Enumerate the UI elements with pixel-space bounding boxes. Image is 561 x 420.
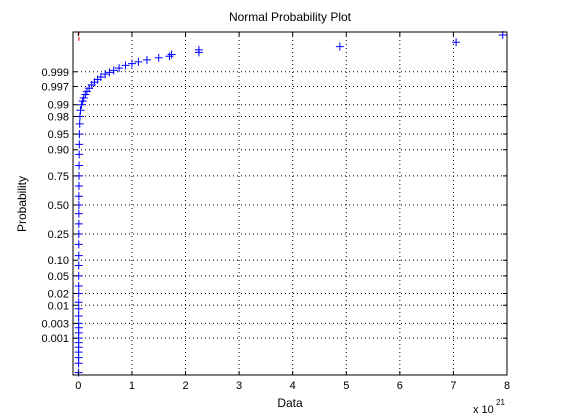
x-tick-label: 0 [75,380,81,392]
x-tick-label: 2 [182,380,188,392]
data-point [74,312,83,321]
data-point [115,64,124,73]
data-point [74,240,83,249]
data-points [74,30,507,377]
data-point [75,112,84,121]
chart-title: Normal Probability Plot [229,10,352,24]
data-point [154,53,163,62]
data-point [74,209,83,218]
x-tick-label: 4 [290,380,296,392]
y-tick-label: 0.10 [48,255,69,267]
x-axis-label: Data [277,396,303,410]
data-point [167,50,176,59]
data-point [75,140,84,149]
data-point [127,59,136,68]
y-tick-label: 0.98 [48,111,69,123]
data-point [452,38,461,47]
y-axis-label: Probability [15,176,29,232]
x-tick-label: 1 [129,380,135,392]
x-tick-label: 6 [397,380,403,392]
data-point [74,219,83,228]
x-tick-label: 3 [236,380,242,392]
y-tick-label: 0.001 [41,333,69,345]
x-tick-label: 8 [504,380,510,392]
data-point [75,161,84,170]
y-tick-label: 0.95 [48,129,69,141]
data-point [77,100,86,109]
data-point [109,66,118,75]
data-point [78,97,87,106]
x-axis-exponent-power: 21 [496,398,505,407]
x-tick-label: 5 [343,380,349,392]
y-tick-label: 0.90 [48,145,69,157]
data-point [74,282,83,291]
y-tick-label: 0.25 [48,229,69,241]
data-point [105,68,114,77]
axes-frame [72,31,508,376]
y-tick-label: 0.75 [48,171,69,183]
plot-area [73,32,507,375]
data-point [335,42,344,51]
data-point [134,57,143,66]
data-point [75,150,84,159]
x-axis-exponent-base: x 10 [473,404,494,416]
data-point [121,61,130,70]
y-tick-label: 0.01 [48,300,69,312]
y-tick-label: 0.05 [48,271,69,283]
data-point [194,45,203,54]
y-tick-label: 0.50 [48,200,69,212]
data-point [74,251,83,260]
y-tick-label: 0.997 [41,82,69,94]
y-axis-ticks: 0.001 0.003 0.010.02 0.05 0.10 0.25 0.50 0.75 0.… [41,67,507,345]
x-axis-ticks: 0 1 2 3 4 5 6 7 8 [75,32,510,392]
y-tick-label: 0.999 [41,67,69,79]
data-point [96,73,105,82]
data-point [74,261,83,270]
data-point [101,70,110,79]
y-tick-label: 0.99 [48,100,69,112]
data-point [74,298,83,307]
data-point [76,106,85,115]
y-tick-label: 0.02 [48,289,69,301]
data-point [79,93,88,102]
x-tick-label: 7 [450,380,456,392]
data-point [75,119,84,128]
data-point [74,182,83,191]
data-point [165,52,174,61]
data-point [142,55,151,64]
data-point [74,192,83,201]
grid-lines [73,32,507,375]
y-tick-label: 0.003 [41,318,69,330]
